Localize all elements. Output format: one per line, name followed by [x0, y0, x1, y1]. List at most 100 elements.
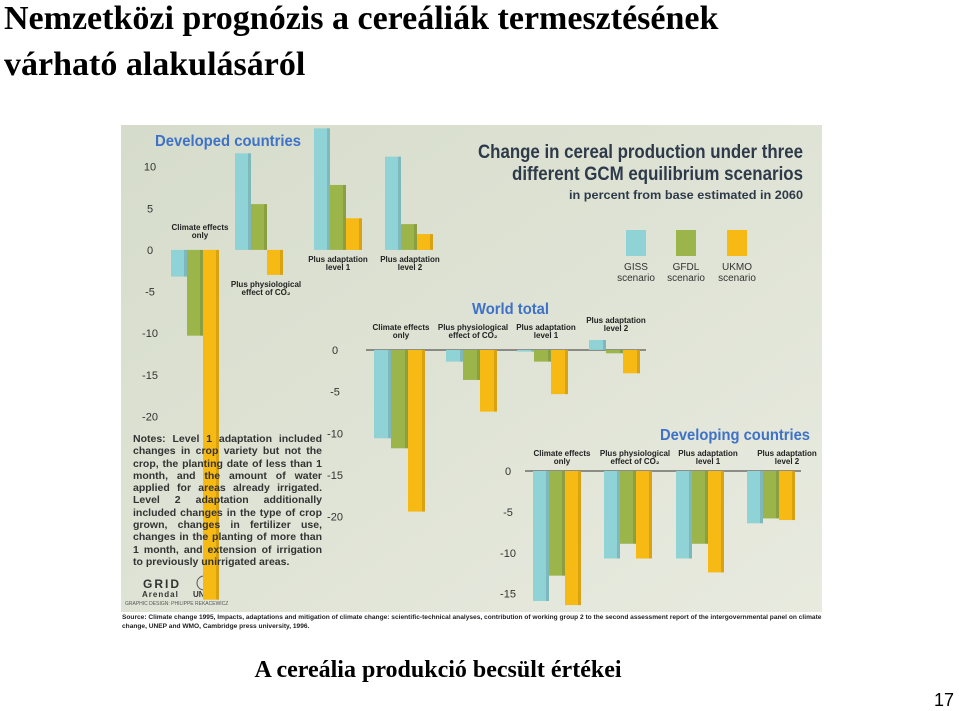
y-tick-label: 0 — [147, 245, 153, 257]
bar-shade — [637, 349, 640, 374]
bar-shade — [327, 128, 330, 250]
category-label: Climate effects only — [533, 449, 591, 467]
category-label: Plus physiological effect of CO₂ — [230, 280, 302, 298]
bar-shade — [405, 349, 408, 449]
bar — [374, 349, 391, 439]
notes: Notes: Level 1 adaptation included chang… — [133, 433, 322, 568]
legend-label: UKMO scenario — [718, 262, 756, 284]
bar-shade — [689, 471, 692, 559]
bar — [708, 471, 724, 573]
bar-shade — [280, 249, 283, 275]
bar-shade — [414, 224, 417, 250]
bar-shade — [200, 249, 203, 336]
bar-shade — [398, 156, 401, 250]
y-tick-label: -10 — [500, 548, 516, 560]
bar-shade — [248, 153, 251, 250]
category-label: Plus adaptation level 1 — [678, 449, 738, 467]
y-tick-label: 5 — [147, 203, 153, 215]
bar-shade — [705, 471, 708, 544]
category-label: Plus physiological effect of CO₂ — [599, 449, 671, 467]
category-label: Climate effects only — [171, 223, 229, 241]
bar — [549, 471, 565, 576]
figure-subheading: in percent from base estimated in 2060 — [569, 188, 803, 202]
bar-shade — [531, 349, 534, 352]
bar — [636, 471, 652, 559]
source: Source: Climate change 1995, Impacts, ad… — [122, 614, 822, 630]
category-label: Plus adaptation level 1 — [308, 255, 368, 273]
y-tick-label: -10 — [327, 428, 343, 440]
bar — [779, 471, 795, 521]
bar — [692, 471, 708, 544]
y-tick-label: -15 — [500, 589, 516, 601]
bar-shade — [422, 349, 425, 512]
bar-shade — [565, 349, 568, 395]
legend-swatch — [676, 230, 696, 256]
bar-shade — [792, 471, 795, 521]
y-tick-label: -20 — [327, 512, 343, 524]
bar — [417, 234, 433, 250]
bar — [676, 471, 692, 559]
bar-shade — [620, 349, 623, 354]
legend-label: GFDL scenario — [667, 262, 705, 284]
bar — [551, 349, 568, 395]
y-tick-label: -10 — [142, 328, 158, 340]
bar — [565, 471, 581, 606]
bar-shade — [649, 471, 652, 559]
bar — [606, 349, 623, 354]
panel-title: World total — [472, 301, 549, 318]
bar — [203, 249, 219, 600]
bar — [446, 349, 463, 362]
bar — [534, 349, 551, 362]
page-number: 17 — [934, 690, 955, 710]
panel-title: Developing countries — [660, 427, 810, 444]
bar — [330, 184, 346, 250]
bar-shade — [388, 349, 391, 439]
bar-shade — [562, 471, 565, 576]
bar-shade — [776, 471, 779, 519]
bar — [623, 349, 640, 374]
category-label: Climate effects only — [372, 323, 430, 341]
bar — [620, 471, 636, 544]
y-tick-label: -15 — [327, 470, 343, 482]
y-tick-label: 0 — [332, 345, 338, 357]
category-label: Plus adaptation level 2 — [586, 316, 646, 334]
bar — [408, 349, 425, 512]
bar — [346, 218, 362, 250]
caption: A cereália produkció becsült értékei — [254, 657, 622, 683]
slide-title: várható alakulásáról — [4, 46, 306, 83]
figure-heading: Change in cereal production under three — [478, 142, 803, 163]
bar — [517, 349, 534, 352]
bar-shade — [343, 184, 346, 250]
figure-heading: different GCM equilibrium scenarios — [512, 164, 803, 185]
bar-shade — [184, 249, 187, 277]
bar — [187, 249, 203, 336]
y-tick-label: -5 — [330, 387, 340, 399]
bar — [533, 471, 549, 602]
bar-shade — [603, 339, 606, 350]
bar-shade — [477, 349, 480, 380]
category-label: Plus adaptation level 1 — [516, 323, 576, 341]
bar-shade — [460, 349, 463, 362]
logo-text: Arendal — [142, 590, 179, 599]
bar-shade — [264, 204, 267, 250]
y-tick-label: 0 — [505, 466, 511, 478]
bar-shade — [633, 471, 636, 544]
bar — [314, 128, 330, 250]
logo-text: GRID — [143, 577, 181, 591]
y-tick-label: 10 — [144, 162, 156, 174]
bar — [391, 349, 408, 449]
bar — [385, 156, 401, 250]
slide-title: Nemzetközi prognózis a cereáliák termesz… — [4, 0, 719, 37]
bar — [463, 349, 480, 380]
bar-shade — [578, 471, 581, 606]
bar-shade — [760, 471, 763, 524]
bar — [604, 471, 620, 559]
y-tick-label: -5 — [145, 287, 155, 299]
panel-title: Developed countries — [155, 133, 301, 150]
bar — [589, 339, 606, 350]
bar — [235, 153, 251, 250]
bar-shade — [617, 471, 620, 559]
bar — [480, 349, 497, 412]
